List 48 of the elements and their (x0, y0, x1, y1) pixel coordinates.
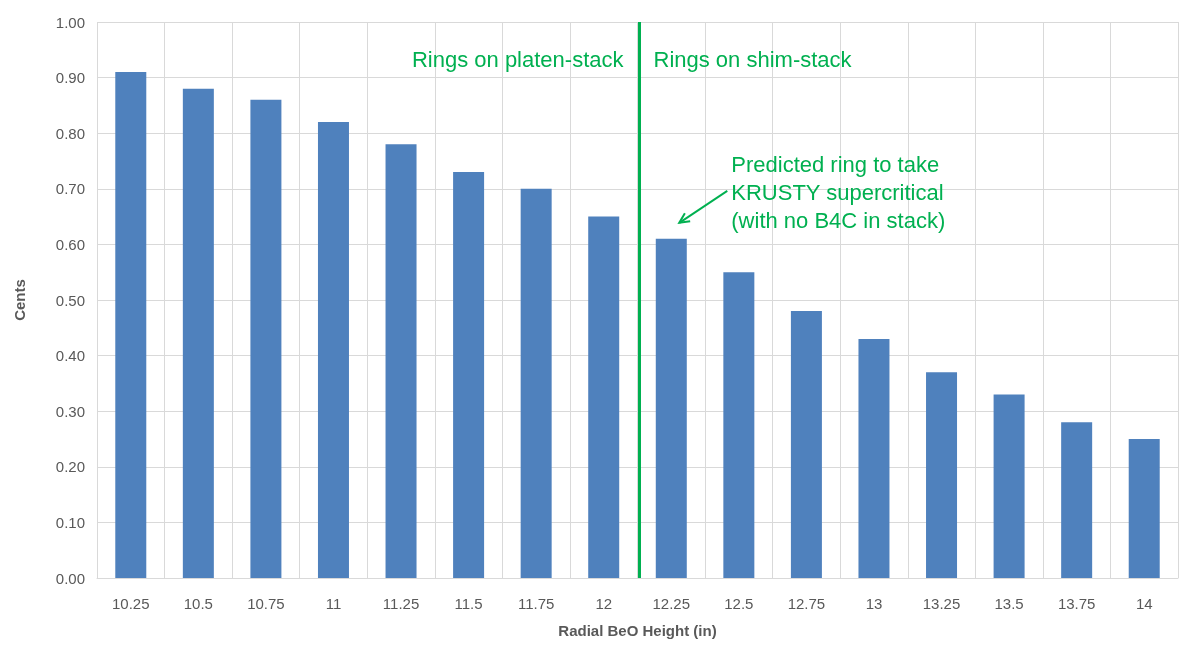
y-tick-label: 1.00 (55, 13, 85, 31)
x-tick-label: 11.25 (382, 595, 420, 612)
annotation: Rings on platen-stack (411, 46, 625, 72)
x-tick-label: 11.75 (517, 595, 555, 612)
bar (1061, 422, 1093, 578)
bar (115, 72, 147, 578)
bar (655, 238, 687, 578)
bar (385, 144, 417, 578)
annotation: Rings on shim-stack (653, 46, 853, 72)
x-tick-label: 13.25 (922, 595, 961, 612)
bar (182, 88, 214, 578)
bar (790, 311, 822, 578)
x-tick-label: 12.5 (724, 595, 754, 612)
y-tick-label: 0.40 (55, 347, 85, 365)
y-tick-label: 0.80 (55, 124, 85, 142)
x-tick-label: 10.5 (183, 595, 213, 612)
bar (858, 338, 890, 578)
bar (723, 272, 755, 578)
y-tick-label: 0.70 (55, 180, 85, 198)
x-tick-label: 13.5 (994, 595, 1024, 612)
bar (926, 372, 958, 578)
bar (520, 188, 552, 578)
y-tick-label: 0.90 (55, 69, 85, 87)
annotation: Predicted ring to take KRUSTY supercritical (with no B4C in stack) (731, 152, 946, 234)
y-tick-label: 0.20 (55, 458, 85, 476)
x-tick-label: 13 (865, 595, 883, 612)
x-tick-label: 13.75 (1057, 595, 1096, 612)
x-tick-label: 12.25 (652, 595, 691, 612)
y-tick-label: 0.10 (55, 513, 85, 531)
y-tick-label: 0.50 (55, 291, 85, 309)
bar (453, 172, 485, 578)
bar (993, 394, 1025, 578)
bar (1128, 439, 1160, 578)
x-tick-label: 11.5 (454, 595, 483, 612)
y-tick-label: 0.00 (55, 569, 85, 587)
x-axis-title: Radial BeO Height (in) (558, 622, 717, 639)
x-tick-label: 14 (1135, 595, 1153, 612)
x-tick-label: 12.75 (787, 595, 826, 612)
y-tick-label: 0.60 (55, 235, 85, 253)
x-tick-label: 11 (325, 595, 342, 612)
bar (588, 216, 620, 578)
y-tick-label: 0.30 (55, 402, 85, 420)
y-axis-title: Cents (11, 279, 28, 321)
x-tick-label: 10.75 (247, 595, 285, 612)
bar (250, 99, 282, 578)
bar (317, 122, 349, 578)
x-tick-label: 10.25 (112, 595, 150, 612)
x-tick-label: 12 (595, 595, 613, 612)
